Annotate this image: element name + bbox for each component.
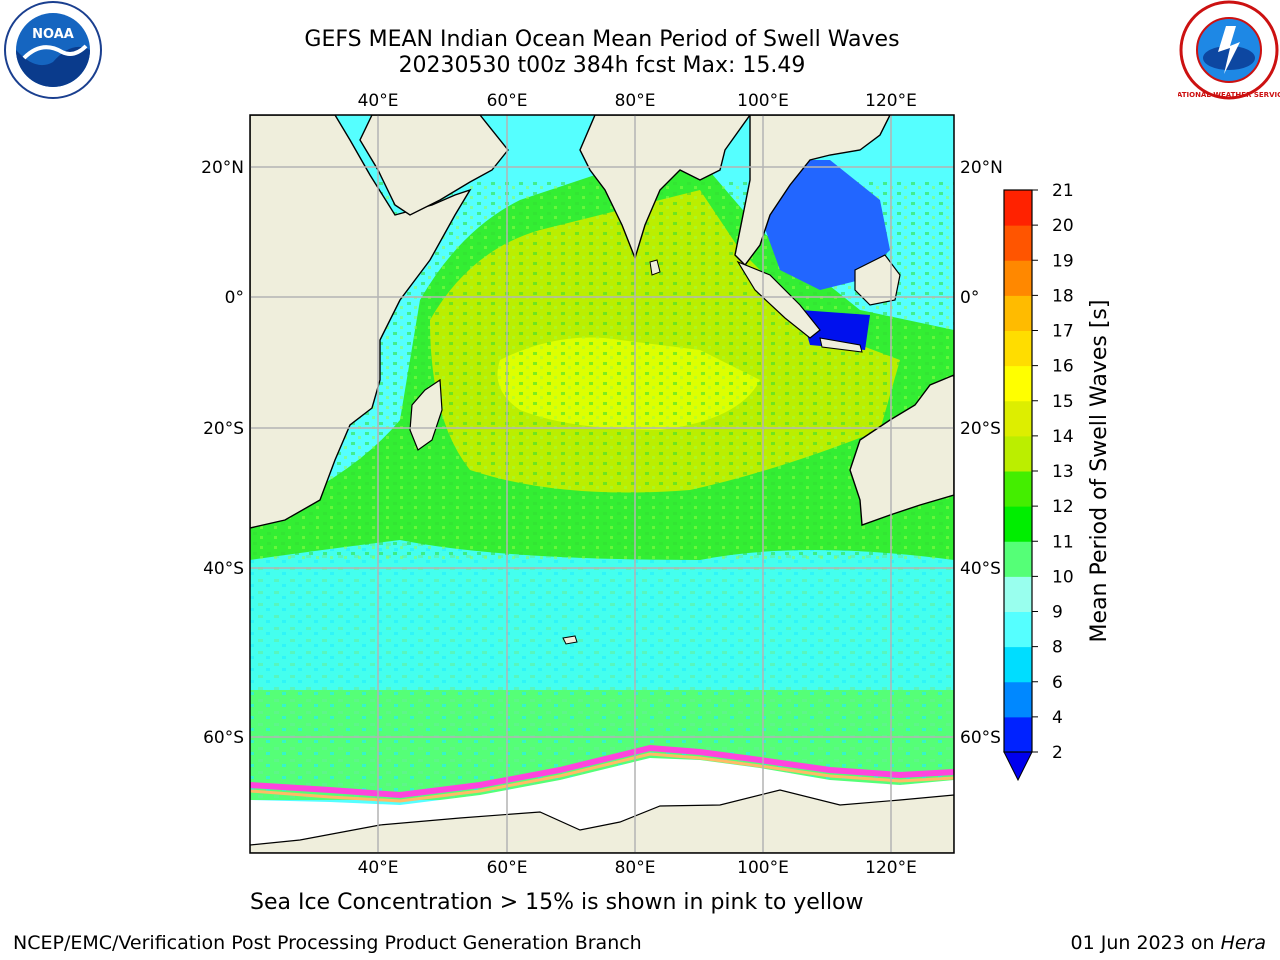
- antarctica-land: [250, 789, 954, 853]
- lon-label-bottom: 80°E: [615, 858, 656, 878]
- lon-label-top: 60°E: [487, 91, 528, 111]
- colorbar-tick-label: 14: [1052, 427, 1074, 447]
- gridlines: [250, 115, 954, 853]
- africa-land: [250, 115, 472, 529]
- colorbar-tick-label: 10: [1052, 567, 1074, 587]
- borneo-land: [854, 254, 901, 306]
- lat-label-left: 20°N: [201, 158, 244, 178]
- footer-date: 01 Jun 2023 on Hera: [1071, 932, 1266, 954]
- noaa-logo-text: NOAA: [32, 27, 74, 42]
- lat-label-right: 20°S: [960, 419, 1001, 439]
- colorbar-segment: [1004, 400, 1032, 437]
- southern-cyan-speckle: [250, 520, 954, 800]
- colorbar-segment: [1004, 611, 1032, 648]
- colorbar-tick-label: 8: [1052, 638, 1063, 658]
- nws-logo: NATIONAL WEATHER SERVICE: [1178, 0, 1280, 100]
- footer-date-text: 01 Jun 2023 on: [1070, 932, 1221, 954]
- colorbar-segment: [1004, 260, 1032, 296]
- colorbar-segment: [1004, 295, 1032, 331]
- sea-ice-edge: [250, 744, 954, 799]
- colorbar-segment: [1004, 330, 1032, 367]
- sea-ice-caption: Sea Ice Concentration > 15% is shown in …: [250, 890, 864, 915]
- lat-label-right: 40°S: [960, 559, 1001, 579]
- colorbar-tick-label: 2: [1052, 743, 1063, 763]
- colorbar-tick-label: 18: [1052, 286, 1074, 306]
- sumatra-land: [736, 260, 821, 339]
- colorbar-tick-label: 20: [1052, 216, 1074, 236]
- south-china-sea-region: [760, 160, 890, 290]
- map-frame: [249, 114, 955, 854]
- colorbar-tick-label: 12: [1052, 497, 1074, 517]
- nws-logo-text: NATIONAL WEATHER SERVICE: [1178, 91, 1280, 99]
- colorbar-label: Mean Period of Swell Waves [s]: [1087, 300, 1112, 643]
- lon-label-top: 40°E: [358, 91, 399, 111]
- colorbar: 2 4 6 8 9 10 11 12 13 14 15 16 17 18 19 20 21: [1003, 181, 1074, 782]
- lat-label-right: 20°N: [960, 158, 1003, 178]
- colorbar-tick-label: 11: [1052, 532, 1074, 552]
- lat-label-left: 20°S: [203, 419, 244, 439]
- colorbar-segment: [1004, 506, 1032, 542]
- colorbar-tick-label: 13: [1052, 462, 1074, 482]
- australia-land: [849, 374, 954, 526]
- colorbar-tick-label: 15: [1052, 392, 1074, 412]
- java-sea-region: [800, 310, 870, 350]
- kerguelen-island: [562, 635, 578, 645]
- colorbar-tick-label: 19: [1052, 251, 1074, 271]
- lon-label-bottom: 100°E: [737, 858, 789, 878]
- colorbar-segment: [1004, 541, 1032, 577]
- lon-label-top: 120°E: [865, 91, 917, 111]
- lon-label-top: 80°E: [615, 91, 656, 111]
- sri-lanka-land: [649, 259, 661, 276]
- colorbar-segment: [1004, 646, 1032, 683]
- colorbar-segment: [1004, 225, 1032, 261]
- noaa-logo: NOAA: [4, 1, 102, 99]
- colorbar-tick-label: 17: [1052, 322, 1074, 342]
- lat-label-right: 60°S: [960, 728, 1001, 748]
- lat-label-left: 40°S: [203, 559, 244, 579]
- lon-label-bottom: 60°E: [487, 858, 528, 878]
- footer-host: Hera: [1220, 932, 1266, 954]
- java-land: [819, 337, 863, 353]
- colorbar-segment: [1004, 716, 1032, 753]
- colorbar-segment: [1004, 435, 1032, 472]
- colorbar-segment: [1004, 190, 1032, 226]
- colorbar-tick-label: 4: [1052, 708, 1063, 728]
- lat-label-left: 0°: [225, 288, 244, 308]
- sea-ice-edge-inner: [250, 752, 954, 803]
- colorbar-segment: [1004, 681, 1032, 718]
- plot-title-line2: 20230530 t00z 384h fcst Max: 15.49: [398, 53, 806, 78]
- colorbar-tick-label: 16: [1052, 357, 1074, 377]
- colorbar-tick-label: 6: [1052, 673, 1063, 693]
- colorbar-under-arrow: [1003, 751, 1033, 782]
- lon-label-bottom: 40°E: [358, 858, 399, 878]
- colorbar-tick-label: 9: [1052, 603, 1063, 623]
- footer-producer: NCEP/EMC/Verification Post Processing Pr…: [13, 932, 642, 954]
- southeast-asia-land: [734, 115, 891, 267]
- madagascar-land: [409, 378, 443, 451]
- lon-label-top: 100°E: [737, 91, 789, 111]
- india-land: [579, 115, 751, 261]
- colorbar-segment: [1004, 471, 1032, 507]
- colorbar-segment: [1004, 576, 1032, 612]
- lat-label-right: 0°: [960, 288, 979, 308]
- plot-title-line1: GEFS MEAN Indian Ocean Mean Period of Sw…: [304, 27, 900, 52]
- colorbar-segment: [1004, 365, 1032, 402]
- arabia-land: [359, 115, 509, 216]
- lat-label-left: 60°S: [203, 728, 244, 748]
- colorbar-tick-label: 21: [1052, 181, 1074, 201]
- lon-label-bottom: 120°E: [865, 858, 917, 878]
